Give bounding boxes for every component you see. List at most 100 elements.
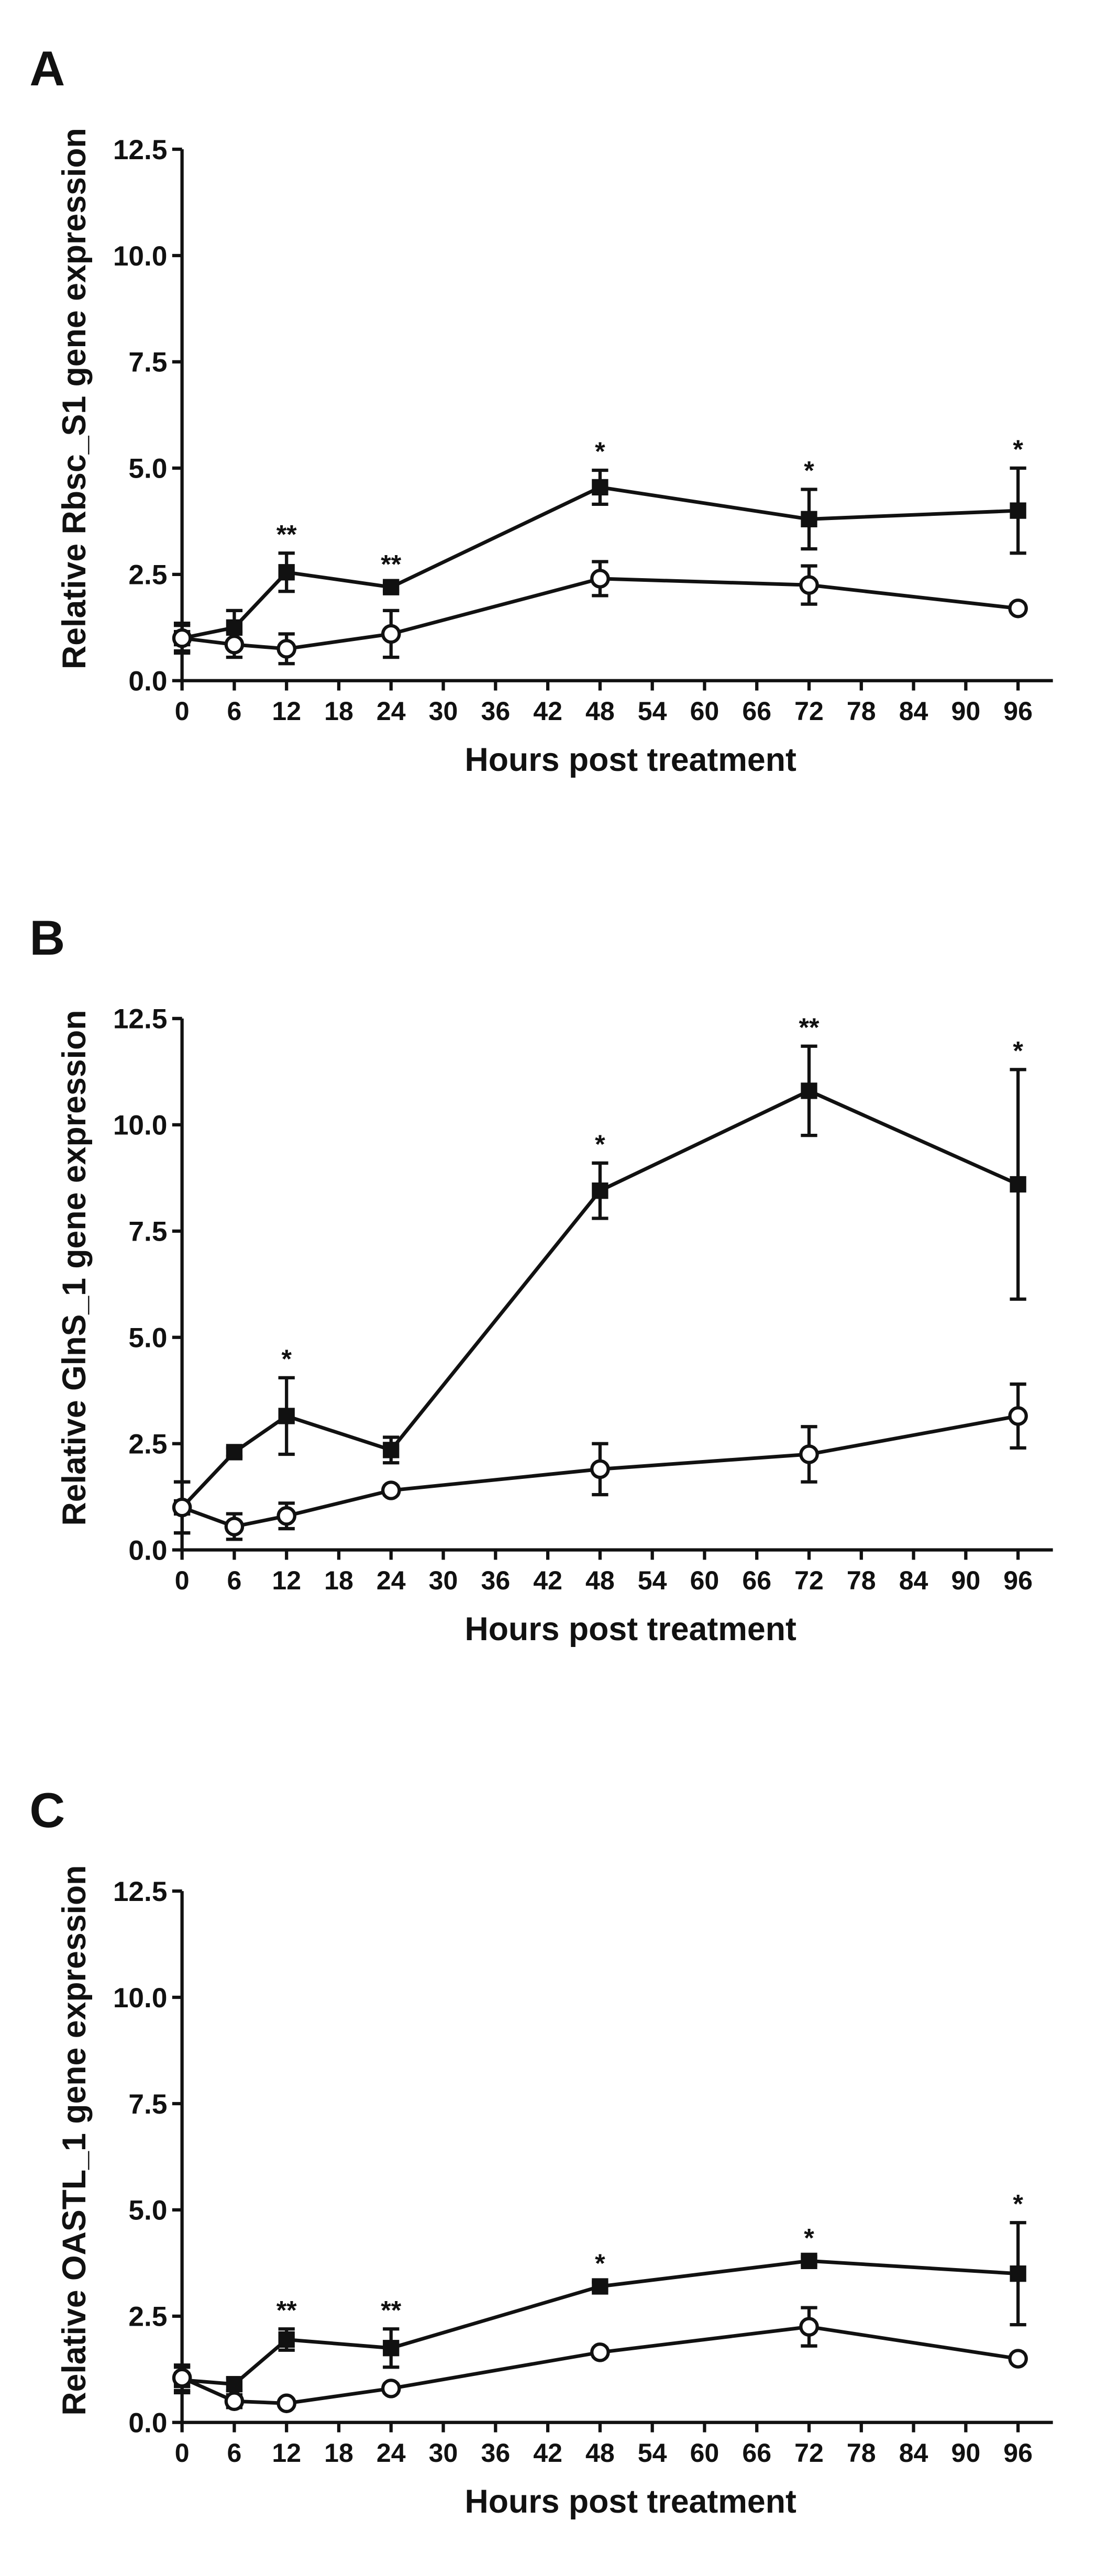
significance: * [595,1130,605,1159]
marker [1008,1406,1028,1426]
x-tick-label: 24 [377,696,406,726]
x-tick-label: 72 [794,696,824,726]
marker [226,2376,243,2393]
marker [592,2278,608,2295]
x-tick-label: 84 [899,1566,928,1595]
marker [590,2342,610,2362]
y-tick-label: 2.5 [128,1429,167,1460]
y-tick-label: 10.0 [113,1983,168,2014]
marker [1008,598,1028,618]
x-tick-label: 6 [227,1566,241,1595]
marker [1008,2349,1028,2369]
y-tick-label: 7.5 [128,2089,167,2120]
y-tick-label: 10.0 [113,241,168,272]
x-tick-label: 96 [1003,2438,1033,2468]
x-tick-label: 90 [951,2438,980,2468]
significance: ** [799,1013,820,1042]
significance: ** [381,549,401,579]
significance: * [595,2249,605,2278]
significance: * [1013,2189,1023,2218]
x-tick-label: 12 [272,696,301,726]
marker [381,624,401,644]
significance: ** [276,519,297,549]
x-axis-label: Hours post treatment [465,742,796,778]
marker [172,628,192,648]
y-tick-label: 0.0 [128,1535,167,1566]
marker [592,479,608,496]
x-tick-label: 60 [690,696,719,726]
x-tick-label: 54 [638,696,667,726]
x-tick-label: 12 [272,1566,301,1595]
marker [801,2252,817,2269]
x-tick-label: 18 [324,2438,353,2468]
marker [799,2317,819,2337]
x-tick-label: 0 [175,696,190,726]
significance: * [1013,1036,1023,1066]
y-axis-label: Relative OASTL_1 gene expression [56,1865,93,2416]
x-tick-label: 48 [585,2438,615,2468]
x-axis-label: Hours post treatment [465,2483,796,2520]
marker [224,2391,245,2412]
significance: ** [381,2295,401,2325]
marker [799,1444,819,1464]
x-tick-label: 42 [533,2438,562,2468]
y-tick-label: 5.0 [128,1323,167,1354]
significance: * [595,437,605,466]
marker [278,1408,295,1424]
marker [1010,502,1026,519]
x-tick-label: 78 [847,696,876,726]
y-tick-label: 12.5 [113,1004,168,1035]
significance: * [1013,435,1023,464]
x-tick-label: 90 [951,696,980,726]
marker [592,1182,608,1199]
marker [801,1082,817,1099]
x-axis-label: Hours post treatment [465,1611,796,1648]
significance: * [281,1344,292,1374]
x-tick-label: 96 [1003,696,1033,726]
x-tick-label: 6 [227,696,241,726]
x-tick-label: 12 [272,2438,301,2468]
x-tick-label: 66 [742,2438,771,2468]
x-tick-label: 78 [847,1566,876,1595]
y-tick-label: 7.5 [128,1217,167,1247]
x-tick-label: 48 [585,1566,615,1595]
x-tick-label: 0 [175,1566,190,1595]
x-tick-label: 60 [690,2438,719,2468]
marker [799,575,819,595]
x-tick-label: 84 [899,696,928,726]
x-tick-label: 36 [481,696,510,726]
marker [381,1480,401,1500]
marker [224,1517,245,1536]
x-tick-label: 78 [847,2438,876,2468]
significance: ** [276,2295,297,2325]
marker [172,2368,192,2388]
y-tick-label: 2.5 [128,2302,167,2332]
y-tick-label: 7.5 [128,347,167,378]
y-tick-label: 12.5 [113,1876,168,1907]
x-tick-label: 6 [227,2438,241,2468]
x-tick-label: 54 [638,1566,667,1595]
x-tick-label: 18 [324,1566,353,1595]
marker [383,579,400,595]
x-tick-label: 36 [481,1566,510,1595]
marker [590,1459,610,1479]
marker [172,1497,192,1518]
marker [381,2379,401,2398]
panel-label: A [29,41,65,96]
marker [801,511,817,527]
x-tick-label: 72 [794,1566,824,1595]
x-tick-label: 72 [794,2438,824,2468]
marker [383,2340,400,2357]
x-tick-label: 90 [951,1566,980,1595]
marker [1010,1176,1026,1193]
x-tick-label: 36 [481,2438,510,2468]
x-tick-label: 24 [377,2438,406,2468]
marker [383,1442,400,1458]
x-tick-label: 0 [175,2438,190,2468]
x-tick-label: 30 [429,2438,458,2468]
marker [224,634,245,655]
marker [278,2331,295,2348]
significance: * [804,456,814,485]
